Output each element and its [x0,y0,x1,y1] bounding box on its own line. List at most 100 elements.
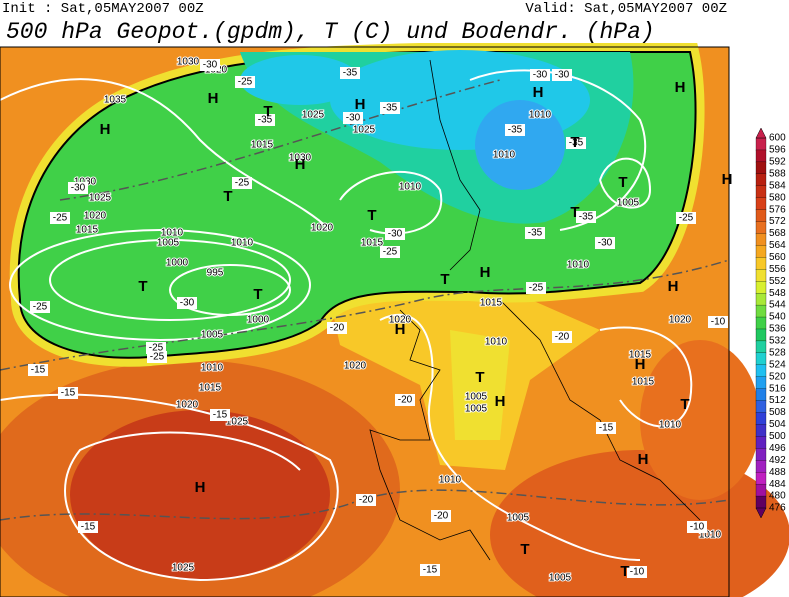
isobar-label: 1010 [567,260,590,271]
isobar-label: 1015 [632,377,655,388]
isobar-label: 1015 [251,140,274,151]
isobar-label: 1035 [104,95,127,106]
colorbar-segment [755,448,767,461]
pressure-center: H [638,451,649,468]
colorbar-segment [755,400,767,414]
colorbar-label: 496 [769,443,786,454]
temperature-label-box [68,182,88,194]
temperature-label-box [210,409,230,421]
temperature-label: -25 [235,178,250,189]
temperature-label: -20 [359,495,374,506]
temperature-label: -30 [346,113,361,124]
colorbar-label: 580 [769,192,786,203]
isobar-label: 1020 [389,315,412,326]
colorbar-label: 572 [769,216,786,227]
temperature-label-box [380,102,400,114]
temperature-label-box [576,211,596,223]
pressure-center: H [495,393,506,410]
pressure-center: H [100,121,111,138]
pressure-center: T [475,369,484,386]
temperature-label: -25 [383,247,398,258]
colorbar-label: 516 [769,383,786,394]
pressure-center: H [295,156,306,173]
pressure-center: T [618,174,627,191]
temperature-label: -15 [31,365,46,376]
temperature-label-box [596,422,616,434]
isobar-label: 1025 [353,125,376,136]
temperature-label: -35 [383,103,398,114]
colorbar-label: 524 [769,359,786,370]
isobar-label: 1010 [161,228,184,239]
temperature-label-box [385,228,405,240]
temperature-label: -10 [690,522,705,533]
isobar-label: 1020 [669,315,692,326]
colorbar-label: 512 [769,395,786,406]
temperature-label-box [431,510,451,522]
colorbar-label: 600 [769,133,786,144]
colorbar-segment [755,173,767,187]
pressure-center: T [223,188,232,205]
colorbar-label: 528 [769,347,786,358]
temperature-label: -20 [434,511,449,522]
colorbar-segment [755,233,767,247]
pressure-center: T [263,103,272,120]
pressure-center: H [195,479,206,496]
colorbar-label: 588 [769,168,786,179]
temperature-label-box [505,124,525,136]
temperature-label-box [627,566,647,578]
isobar-label: 1005 [617,198,640,209]
init-time: Init : Sat,05MAY2007 00Z [2,1,204,17]
colorbar-label: 476 [769,503,786,514]
isobar-label: 1005 [549,573,572,584]
temperature-label: -35 [258,115,273,126]
temperature-label: -25 [150,352,165,363]
pressure-center: T [138,278,147,295]
temperature-label: -30 [388,229,403,240]
isobar-label: 1010 [485,337,508,348]
isobar-label: 1005 [201,330,224,341]
map-title: 500 hPa Geopot.(gpdm), T (C) und Bodendr… [6,19,655,45]
isobar-label: 1020 [176,400,199,411]
isobar-label: 1020 [311,223,334,234]
isobar-label: 1010 [659,420,682,431]
isobar-label: 1025 [172,563,195,574]
isobar-label: 1005 [465,404,488,415]
temperature-label: -30 [555,70,570,81]
temperature-label-box [552,331,572,343]
temperature-label-box [30,301,50,313]
colorbar-label: 480 [769,491,786,502]
pressure-center: H [355,96,366,113]
temperature-label-box [78,521,98,533]
colorbar-bottom-arrow [755,507,767,519]
temperature-label-box [566,137,586,149]
pressure-center: T [570,204,579,221]
isobar-label: 1010 [399,182,422,193]
isobar-label: 1000 [247,315,270,326]
colorbar-segment [755,185,767,199]
temperature-label: -15 [61,388,76,399]
isobar-label: 1015 [199,383,222,394]
colorbar-segment [755,293,767,306]
temperature-label: -25 [149,343,164,354]
colorbar-label: 548 [769,288,786,299]
isobar-label: 1025 [89,193,112,204]
temperature-label-box [420,564,440,576]
temperature-label: -35 [569,138,584,149]
isobar-label: 1015 [361,238,384,249]
temperature-label: -30 [71,183,86,194]
pressure-center: T [570,134,579,151]
temperature-label-box [235,76,255,88]
valid-time: Valid: Sat,05MAY2007 00Z [525,1,727,17]
temperature-label: -20 [398,395,413,406]
temperature-label: -35 [528,228,543,239]
temperature-label-box [200,59,220,71]
pressure-center: H [395,321,406,338]
isobar-label: 1010 [529,110,552,121]
isobar-label: 1010 [439,475,462,486]
colorbar-label: 596 [769,145,786,156]
isobar-label: 1010 [231,238,254,249]
pressure-center: H [208,90,219,107]
temperature-label-box [687,521,707,533]
colorbar-segment [755,269,767,282]
